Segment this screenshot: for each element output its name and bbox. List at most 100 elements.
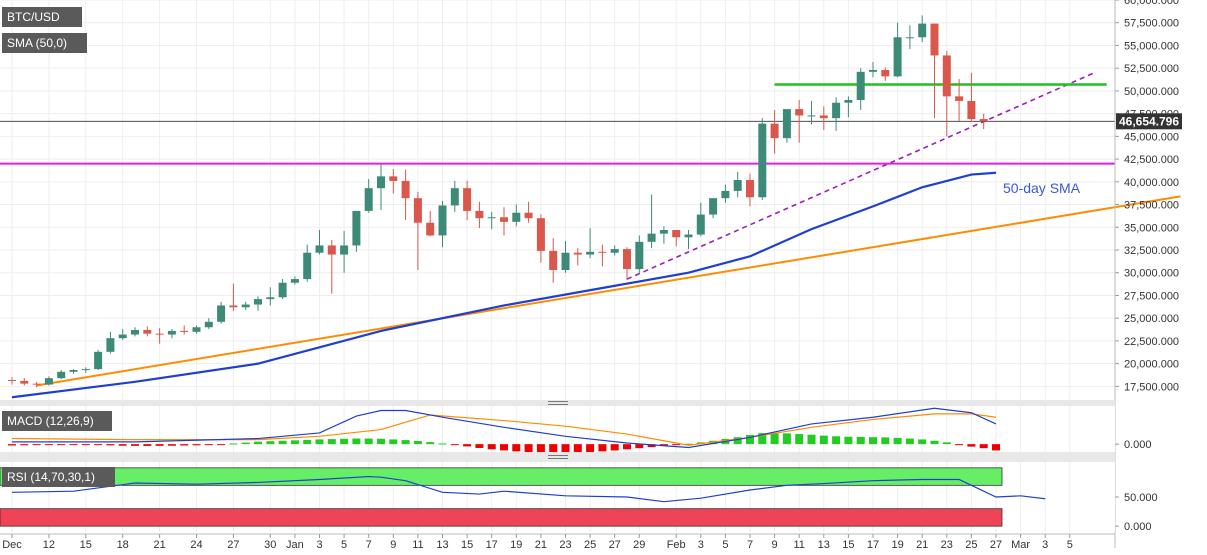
rsi-tick-label: 0.000 bbox=[1124, 521, 1152, 533]
candle-body bbox=[635, 241, 644, 270]
candle-body bbox=[389, 176, 398, 181]
x-tick-label: Jan bbox=[286, 539, 304, 551]
macd-label[interactable]: MACD (12,26,9) bbox=[2, 411, 112, 431]
x-tick-label: 9 bbox=[772, 539, 778, 551]
candle-body bbox=[598, 251, 607, 253]
x-tick-label: 11 bbox=[793, 539, 804, 551]
macd-histogram-bar bbox=[536, 444, 545, 453]
macd-histogram-bar bbox=[598, 444, 607, 452]
candle bbox=[401, 169, 410, 220]
candle bbox=[155, 328, 164, 344]
candle bbox=[278, 279, 287, 300]
candle bbox=[426, 210, 435, 237]
y-tick-label: 50,000.000 bbox=[1124, 86, 1179, 98]
candle-body bbox=[770, 123, 779, 139]
candle bbox=[192, 325, 201, 334]
macd-histogram-bar bbox=[869, 437, 877, 445]
candle bbox=[204, 318, 213, 330]
symbol-label[interactable]: BTC/USD bbox=[2, 7, 82, 27]
x-tick-label: 21 bbox=[535, 539, 547, 551]
candle bbox=[782, 109, 791, 143]
candle-body bbox=[106, 338, 115, 352]
candle-body bbox=[844, 100, 853, 103]
macd-histogram-bar bbox=[659, 444, 668, 446]
candle-body bbox=[893, 37, 902, 77]
candle bbox=[856, 68, 865, 110]
candle-body bbox=[832, 102, 841, 119]
x-tick-label: 17 bbox=[486, 539, 498, 551]
candle bbox=[475, 201, 484, 229]
x-tick-label: 19 bbox=[891, 539, 903, 551]
x-tick-label: 25 bbox=[584, 539, 596, 551]
macd-histogram-bar bbox=[204, 444, 213, 446]
pane-divider bbox=[0, 452, 1115, 462]
x-tick-label: 15 bbox=[80, 539, 92, 551]
candle bbox=[733, 171, 742, 198]
candle-body bbox=[758, 123, 767, 198]
candle-body bbox=[81, 369, 90, 371]
candle bbox=[955, 79, 964, 121]
last-price-tag: 46,654.796 bbox=[1116, 113, 1182, 130]
macd-histogram-bar bbox=[807, 434, 816, 445]
y-tick-label: 45,000.000 bbox=[1124, 131, 1179, 143]
macd-histogram-bar bbox=[487, 444, 496, 450]
candle bbox=[905, 25, 914, 50]
macd-histogram-bar bbox=[364, 438, 373, 445]
candle bbox=[180, 325, 189, 335]
x-tick-label: 21 bbox=[916, 539, 928, 551]
candle bbox=[696, 202, 705, 237]
x-tick-label: 3 bbox=[316, 539, 322, 551]
candle-body bbox=[623, 249, 631, 270]
candle bbox=[795, 100, 804, 143]
candle-body bbox=[290, 279, 299, 283]
macd-histogram-bar bbox=[106, 444, 115, 446]
x-tick-label: 21 bbox=[153, 539, 165, 551]
candle-body bbox=[438, 205, 447, 236]
x-tick-label: 30 bbox=[264, 539, 276, 551]
candle bbox=[389, 169, 398, 194]
x-tick-label: 5 bbox=[1067, 539, 1073, 551]
candle-body bbox=[955, 96, 964, 101]
candle-body bbox=[500, 217, 508, 222]
candle-body bbox=[315, 245, 324, 253]
candle-body bbox=[241, 304, 250, 308]
candle-body bbox=[709, 198, 718, 215]
candle bbox=[586, 228, 595, 259]
rsi-overbought-zone bbox=[0, 467, 1003, 486]
y-tick-label: 32,500.000 bbox=[1124, 245, 1179, 257]
trendline-dashed bbox=[626, 71, 1095, 280]
candle-body bbox=[659, 230, 668, 234]
candle bbox=[807, 100, 816, 125]
candle bbox=[303, 244, 312, 282]
macd-histogram-bar bbox=[315, 439, 324, 445]
macd-histogram-bar bbox=[69, 444, 78, 446]
macd-histogram-bar bbox=[586, 444, 595, 452]
candle-body bbox=[918, 23, 927, 38]
macd-histogram-bar bbox=[930, 440, 939, 445]
candle-body bbox=[450, 188, 459, 206]
candle-body bbox=[905, 37, 914, 39]
x-tick-label: Mar bbox=[1011, 539, 1030, 551]
macd-histogram-bar bbox=[327, 439, 336, 445]
macd-histogram-bar bbox=[413, 441, 422, 445]
macd-histogram-bar bbox=[524, 444, 533, 452]
macd-histogram-bar bbox=[918, 439, 927, 445]
candle-body bbox=[549, 250, 558, 270]
macd-histogram-bar bbox=[955, 444, 964, 446]
x-tick-label: 27 bbox=[227, 539, 239, 551]
candle-body bbox=[167, 330, 176, 335]
y-tick-label: 52,500.000 bbox=[1124, 63, 1179, 75]
rsi-label[interactable]: RSI (14,70,30,1) bbox=[2, 467, 115, 487]
main-pane-bg bbox=[0, 0, 1115, 400]
candle-body bbox=[413, 198, 422, 223]
macd-histogram-bar bbox=[549, 444, 558, 453]
sma-label[interactable]: SMA (50,0) bbox=[2, 33, 87, 53]
candle bbox=[463, 180, 472, 220]
candle bbox=[659, 226, 668, 244]
pane-dividers[interactable] bbox=[0, 400, 1115, 462]
candle bbox=[549, 238, 558, 283]
macd-histogram-bar bbox=[180, 444, 189, 446]
candle-body bbox=[94, 351, 103, 370]
macd-histogram-bar bbox=[782, 433, 791, 445]
candle-body bbox=[696, 214, 705, 235]
